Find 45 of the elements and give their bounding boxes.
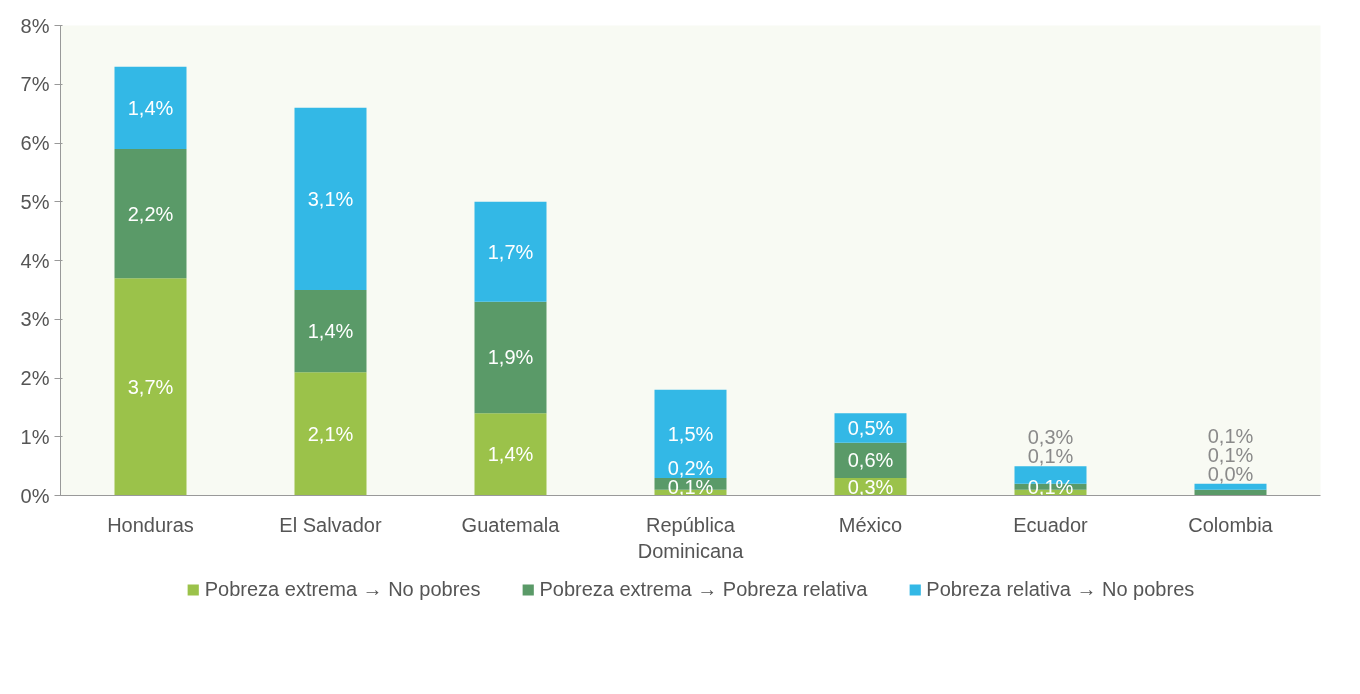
legend-label: Pobreza relativa → No pobres: [926, 577, 1195, 601]
x-tick-label: Guatemala: [461, 513, 561, 536]
data-label: 0,2%: [667, 457, 714, 480]
y-tick-label: 1%: [20, 425, 50, 448]
bar: [114, 148, 187, 279]
data-label: 2,1%: [307, 422, 354, 445]
legend-label: Pobreza extrema → No pobres: [204, 577, 481, 601]
y-tick-label: 7%: [20, 73, 50, 96]
x-tick-label: Colombia: [1188, 513, 1274, 536]
y-tick-label: 5%: [20, 190, 50, 213]
y-tick-label: 0%: [20, 484, 50, 507]
bar: [114, 66, 187, 149]
bar: [294, 289, 367, 373]
x-tick-label: Honduras: [107, 513, 194, 536]
data-label: 3,1%: [307, 187, 354, 210]
legend-label: Pobreza extrema → Pobreza relativa: [539, 577, 868, 601]
bar: [1194, 483, 1267, 490]
x-tick-label: República Dominicana: [637, 513, 745, 562]
bar: [474, 201, 547, 302]
y-tick-label: 8%: [20, 14, 50, 37]
x-tick-label: El Salvador: [279, 513, 382, 536]
data-label: 2,2%: [127, 202, 174, 225]
data-label: 1,9%: [487, 346, 534, 369]
bar: [294, 372, 367, 496]
data-label: 1,7%: [487, 240, 534, 263]
bar: [474, 301, 547, 414]
data-label: 0,6%: [847, 449, 894, 472]
data-label: 1,5%: [667, 422, 714, 445]
y-tick-label: 6%: [20, 132, 50, 154]
bar: [114, 278, 187, 496]
y-tick-label: 2%: [20, 367, 50, 389]
bar: [654, 389, 727, 478]
data-label: 1,4%: [487, 443, 534, 466]
x-tick-label: Ecuador: [1013, 513, 1089, 536]
y-tick-label: 4%: [20, 249, 50, 272]
data-label: 3,7%: [127, 375, 174, 398]
data-label: 0,3%: [847, 475, 894, 498]
data-label: 0,1%: [1207, 425, 1254, 448]
y-tick-label: 3%: [20, 308, 50, 331]
data-label: 0,5%: [847, 416, 894, 439]
bar: [294, 107, 367, 290]
data-label: 1,4%: [127, 96, 174, 119]
data-label: 1,4%: [307, 320, 354, 342]
x-tick-label: México: [838, 513, 903, 536]
bar: [474, 413, 547, 496]
